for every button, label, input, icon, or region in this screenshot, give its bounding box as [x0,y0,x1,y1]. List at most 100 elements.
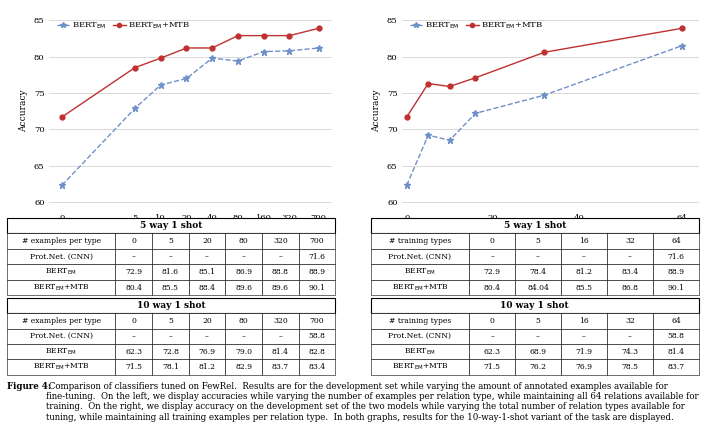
Text: –: – [132,332,136,340]
Text: 83.4: 83.4 [309,363,325,371]
Text: # examples per type: # examples per type [22,317,101,325]
Text: # training types: # training types [389,317,451,325]
Text: 64: 64 [671,237,681,245]
Text: 71.6: 71.6 [667,253,684,261]
Text: 81.2: 81.2 [198,363,215,371]
Text: 88.4: 88.4 [198,284,215,292]
Text: BERT$_{\mathrm{EM}}$+MTB: BERT$_{\mathrm{EM}}$+MTB [33,362,90,372]
Text: 58.8: 58.8 [667,332,684,340]
Text: 80.4: 80.4 [125,284,142,292]
Y-axis label: Accuracy: Accuracy [19,90,28,133]
Text: Prot.Net. (CNN): Prot.Net. (CNN) [388,253,451,261]
Text: Comparison of classifiers tuned on FewRel.  Results are for the development set : Comparison of classifiers tuned on FewRe… [46,382,698,422]
Text: 5: 5 [536,317,541,325]
Text: 72.9: 72.9 [125,268,142,276]
Text: # training types: # training types [389,237,451,245]
Text: 20: 20 [202,317,212,325]
Text: 84.04: 84.04 [527,284,549,292]
Text: 85.1: 85.1 [198,268,215,276]
Text: Prot.Net. (CNN): Prot.Net. (CNN) [30,332,92,340]
Text: BERT$_{\mathrm{EM}}$+MTB: BERT$_{\mathrm{EM}}$+MTB [33,283,90,293]
Text: 0: 0 [131,317,136,325]
Text: 86.9: 86.9 [235,268,252,276]
Text: 76.2: 76.2 [530,363,546,371]
Text: 74.3: 74.3 [621,348,638,356]
Text: Figure 4:: Figure 4: [7,382,52,391]
Text: 81.4: 81.4 [272,348,289,356]
X-axis label: examples per relation type (log scale): examples per relation type (log scale) [104,228,277,237]
Text: 88.9: 88.9 [667,268,684,276]
Text: 20: 20 [202,237,212,245]
Text: 82.9: 82.9 [235,363,252,371]
Text: 90.1: 90.1 [667,284,684,292]
Text: 5 way 1 shot: 5 way 1 shot [503,221,566,230]
Text: 78.5: 78.5 [621,363,638,371]
Text: 86.8: 86.8 [621,284,638,292]
Text: 81.4: 81.4 [667,348,684,356]
Text: 71.6: 71.6 [309,253,325,261]
Text: –: – [205,332,209,340]
Text: –: – [582,332,586,340]
Text: 68.9: 68.9 [530,348,546,356]
Text: 80.4: 80.4 [484,284,501,292]
Text: –: – [536,253,540,261]
Text: BERT$_{\mathrm{EM}}$+MTB: BERT$_{\mathrm{EM}}$+MTB [392,283,448,293]
Text: 80: 80 [239,237,249,245]
Text: –: – [278,332,282,340]
Text: 320: 320 [273,237,288,245]
Legend: BERT$_{\mathrm{EM}}$, BERT$_{\mathrm{EM}}$+MTB: BERT$_{\mathrm{EM}}$, BERT$_{\mathrm{EM}… [407,17,546,34]
Text: 83.7: 83.7 [667,363,685,371]
Text: 700: 700 [310,317,324,325]
Text: 0: 0 [490,317,495,325]
Text: 0: 0 [131,237,136,245]
Text: –: – [241,332,246,340]
Text: –: – [169,332,172,340]
X-axis label: number of relation types: number of relation types [493,228,608,237]
Text: 10 way 1 shot: 10 way 1 shot [137,301,205,310]
Text: BERT$_{\mathrm{EM}}$: BERT$_{\mathrm{EM}}$ [404,267,436,277]
Text: 71.5: 71.5 [125,363,142,371]
Text: –: – [241,253,246,261]
Text: 78.1: 78.1 [162,363,179,371]
Text: 78.4: 78.4 [530,268,546,276]
Text: 10 way 1 shot: 10 way 1 shot [501,301,569,310]
Text: 5: 5 [168,237,173,245]
Text: Prot.Net. (CNN): Prot.Net. (CNN) [388,332,451,340]
Text: –: – [582,253,586,261]
Text: 85.5: 85.5 [162,284,179,292]
Text: 32: 32 [625,237,635,245]
Text: –: – [490,332,494,340]
Text: 90.1: 90.1 [309,284,325,292]
Text: 83.4: 83.4 [621,268,638,276]
Text: 700: 700 [310,237,324,245]
Text: 82.8: 82.8 [309,348,325,356]
Text: 81.2: 81.2 [575,268,592,276]
Text: 62.3: 62.3 [125,348,143,356]
Text: 81.6: 81.6 [162,268,179,276]
Text: 320: 320 [273,317,288,325]
Text: 0: 0 [490,237,495,245]
Text: 89.6: 89.6 [272,284,289,292]
Text: 88.8: 88.8 [272,268,289,276]
Text: –: – [628,332,632,340]
Text: –: – [628,253,632,261]
Text: 5 way 1 shot: 5 way 1 shot [140,221,203,230]
Text: 80: 80 [239,317,249,325]
Text: –: – [278,253,282,261]
Text: BERT$_{\mathrm{EM}}$+MTB: BERT$_{\mathrm{EM}}$+MTB [392,362,448,372]
Text: 85.5: 85.5 [575,284,592,292]
Text: 16: 16 [579,317,589,325]
Text: 76.9: 76.9 [198,348,215,356]
Text: BERT$_{\mathrm{EM}}$: BERT$_{\mathrm{EM}}$ [404,347,436,357]
Text: –: – [205,253,209,261]
Text: 79.0: 79.0 [235,348,252,356]
Text: BERT$_{\mathrm{EM}}$: BERT$_{\mathrm{EM}}$ [45,267,77,277]
Text: 89.6: 89.6 [235,284,252,292]
Text: –: – [490,253,494,261]
Text: –: – [169,253,172,261]
Text: 16: 16 [579,237,589,245]
Text: # examples per type: # examples per type [22,237,101,245]
Text: 71.9: 71.9 [575,348,592,356]
Text: 5: 5 [536,237,541,245]
Text: 64: 64 [671,317,681,325]
